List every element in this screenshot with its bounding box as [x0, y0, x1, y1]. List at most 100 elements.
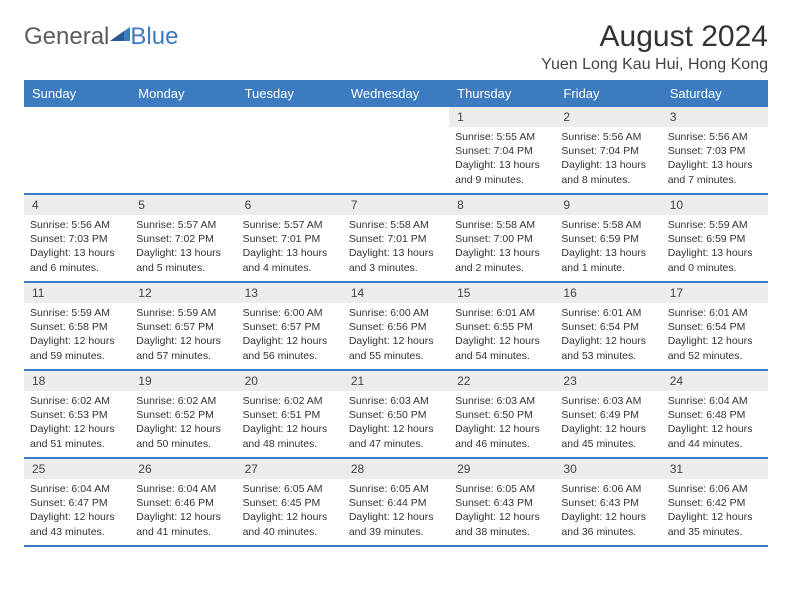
calendar-cell [343, 107, 449, 194]
calendar-cell: 29Sunrise: 6:05 AMSunset: 6:43 PMDayligh… [449, 458, 555, 546]
day-header: Monday [130, 80, 236, 107]
calendar-cell: 26Sunrise: 6:04 AMSunset: 6:46 PMDayligh… [130, 458, 236, 546]
day-number: 30 [555, 459, 661, 479]
calendar-cell [24, 107, 130, 194]
day-number: 8 [449, 195, 555, 215]
day-details: Sunrise: 5:56 AMSunset: 7:03 PMDaylight:… [24, 215, 130, 279]
day-number: 7 [343, 195, 449, 215]
day-details: Sunrise: 6:01 AMSunset: 6:55 PMDaylight:… [449, 303, 555, 367]
day-details: Sunrise: 5:55 AMSunset: 7:04 PMDaylight:… [449, 127, 555, 191]
day-details: Sunrise: 6:05 AMSunset: 6:44 PMDaylight:… [343, 479, 449, 543]
calendar-cell: 6Sunrise: 5:57 AMSunset: 7:01 PMDaylight… [237, 194, 343, 282]
day-details: Sunrise: 6:01 AMSunset: 6:54 PMDaylight:… [555, 303, 661, 367]
day-details: Sunrise: 6:06 AMSunset: 6:43 PMDaylight:… [555, 479, 661, 543]
day-header: Friday [555, 80, 661, 107]
day-header: Sunday [24, 80, 130, 107]
calendar-cell: 17Sunrise: 6:01 AMSunset: 6:54 PMDayligh… [662, 282, 768, 370]
day-details: Sunrise: 6:06 AMSunset: 6:42 PMDaylight:… [662, 479, 768, 543]
calendar-cell: 28Sunrise: 6:05 AMSunset: 6:44 PMDayligh… [343, 458, 449, 546]
calendar-cell [237, 107, 343, 194]
calendar-week: 11Sunrise: 5:59 AMSunset: 6:58 PMDayligh… [24, 282, 768, 370]
day-details: Sunrise: 5:59 AMSunset: 6:59 PMDaylight:… [662, 215, 768, 279]
day-details: Sunrise: 5:56 AMSunset: 7:04 PMDaylight:… [555, 127, 661, 191]
day-details: Sunrise: 5:57 AMSunset: 7:01 PMDaylight:… [237, 215, 343, 279]
calendar-week: 18Sunrise: 6:02 AMSunset: 6:53 PMDayligh… [24, 370, 768, 458]
day-details: Sunrise: 6:00 AMSunset: 6:57 PMDaylight:… [237, 303, 343, 367]
day-number: 26 [130, 459, 236, 479]
calendar-cell: 18Sunrise: 6:02 AMSunset: 6:53 PMDayligh… [24, 370, 130, 458]
day-details: Sunrise: 6:02 AMSunset: 6:52 PMDaylight:… [130, 391, 236, 455]
day-number: 24 [662, 371, 768, 391]
day-number: 10 [662, 195, 768, 215]
day-details: Sunrise: 6:04 AMSunset: 6:47 PMDaylight:… [24, 479, 130, 543]
calendar-table: SundayMondayTuesdayWednesdayThursdayFrid… [24, 80, 768, 547]
day-number: 12 [130, 283, 236, 303]
calendar-cell: 16Sunrise: 6:01 AMSunset: 6:54 PMDayligh… [555, 282, 661, 370]
day-number: 19 [130, 371, 236, 391]
day-header: Thursday [449, 80, 555, 107]
day-number: 20 [237, 371, 343, 391]
logo-triangle-icon [110, 20, 130, 48]
day-number: 9 [555, 195, 661, 215]
calendar-cell: 30Sunrise: 6:06 AMSunset: 6:43 PMDayligh… [555, 458, 661, 546]
calendar-cell: 5Sunrise: 5:57 AMSunset: 7:02 PMDaylight… [130, 194, 236, 282]
day-details: Sunrise: 6:04 AMSunset: 6:48 PMDaylight:… [662, 391, 768, 455]
day-number: 28 [343, 459, 449, 479]
location: Yuen Long Kau Hui, Hong Kong [541, 56, 768, 74]
day-number: 16 [555, 283, 661, 303]
day-details: Sunrise: 6:00 AMSunset: 6:56 PMDaylight:… [343, 303, 449, 367]
day-details: Sunrise: 6:02 AMSunset: 6:53 PMDaylight:… [24, 391, 130, 455]
day-number: 14 [343, 283, 449, 303]
day-number: 1 [449, 107, 555, 127]
calendar-cell: 3Sunrise: 5:56 AMSunset: 7:03 PMDaylight… [662, 107, 768, 194]
calendar-cell: 20Sunrise: 6:02 AMSunset: 6:51 PMDayligh… [237, 370, 343, 458]
calendar-cell: 23Sunrise: 6:03 AMSunset: 6:49 PMDayligh… [555, 370, 661, 458]
calendar-head: SundayMondayTuesdayWednesdayThursdayFrid… [24, 80, 768, 107]
day-number: 11 [24, 283, 130, 303]
day-number: 27 [237, 459, 343, 479]
day-header: Tuesday [237, 80, 343, 107]
title-block: August 2024 Yuen Long Kau Hui, Hong Kong [541, 20, 768, 74]
calendar-cell: 24Sunrise: 6:04 AMSunset: 6:48 PMDayligh… [662, 370, 768, 458]
brand-logo: General Blue [24, 20, 178, 54]
calendar-cell: 1Sunrise: 5:55 AMSunset: 7:04 PMDaylight… [449, 107, 555, 194]
day-number: 18 [24, 371, 130, 391]
day-details: Sunrise: 5:58 AMSunset: 7:01 PMDaylight:… [343, 215, 449, 279]
calendar-cell: 31Sunrise: 6:06 AMSunset: 6:42 PMDayligh… [662, 458, 768, 546]
day-number: 21 [343, 371, 449, 391]
calendar-cell [130, 107, 236, 194]
day-number: 3 [662, 107, 768, 127]
day-number: 29 [449, 459, 555, 479]
calendar-week: 1Sunrise: 5:55 AMSunset: 7:04 PMDaylight… [24, 107, 768, 194]
day-details: Sunrise: 6:03 AMSunset: 6:49 PMDaylight:… [555, 391, 661, 455]
calendar-cell: 14Sunrise: 6:00 AMSunset: 6:56 PMDayligh… [343, 282, 449, 370]
day-details: Sunrise: 6:01 AMSunset: 6:54 PMDaylight:… [662, 303, 768, 367]
day-header: Wednesday [343, 80, 449, 107]
day-details: Sunrise: 6:02 AMSunset: 6:51 PMDaylight:… [237, 391, 343, 455]
day-number: 13 [237, 283, 343, 303]
day-number: 4 [24, 195, 130, 215]
calendar-cell: 27Sunrise: 6:05 AMSunset: 6:45 PMDayligh… [237, 458, 343, 546]
day-details: Sunrise: 6:05 AMSunset: 6:45 PMDaylight:… [237, 479, 343, 543]
day-header: Saturday [662, 80, 768, 107]
calendar-cell: 7Sunrise: 5:58 AMSunset: 7:01 PMDaylight… [343, 194, 449, 282]
day-number: 17 [662, 283, 768, 303]
calendar-cell: 12Sunrise: 5:59 AMSunset: 6:57 PMDayligh… [130, 282, 236, 370]
calendar-cell: 19Sunrise: 6:02 AMSunset: 6:52 PMDayligh… [130, 370, 236, 458]
logo-text-2: Blue [130, 23, 178, 51]
calendar-cell: 10Sunrise: 5:59 AMSunset: 6:59 PMDayligh… [662, 194, 768, 282]
day-number: 15 [449, 283, 555, 303]
calendar-cell: 11Sunrise: 5:59 AMSunset: 6:58 PMDayligh… [24, 282, 130, 370]
calendar-week: 25Sunrise: 6:04 AMSunset: 6:47 PMDayligh… [24, 458, 768, 546]
logo-text-1: General [24, 23, 109, 51]
day-details: Sunrise: 6:04 AMSunset: 6:46 PMDaylight:… [130, 479, 236, 543]
calendar-cell: 9Sunrise: 5:58 AMSunset: 6:59 PMDaylight… [555, 194, 661, 282]
calendar-cell: 8Sunrise: 5:58 AMSunset: 7:00 PMDaylight… [449, 194, 555, 282]
calendar-cell: 4Sunrise: 5:56 AMSunset: 7:03 PMDaylight… [24, 194, 130, 282]
header-row: General Blue August 2024 Yuen Long Kau H… [24, 20, 768, 74]
calendar-cell: 15Sunrise: 6:01 AMSunset: 6:55 PMDayligh… [449, 282, 555, 370]
day-number: 6 [237, 195, 343, 215]
day-number: 22 [449, 371, 555, 391]
day-details: Sunrise: 5:59 AMSunset: 6:57 PMDaylight:… [130, 303, 236, 367]
day-details: Sunrise: 5:57 AMSunset: 7:02 PMDaylight:… [130, 215, 236, 279]
